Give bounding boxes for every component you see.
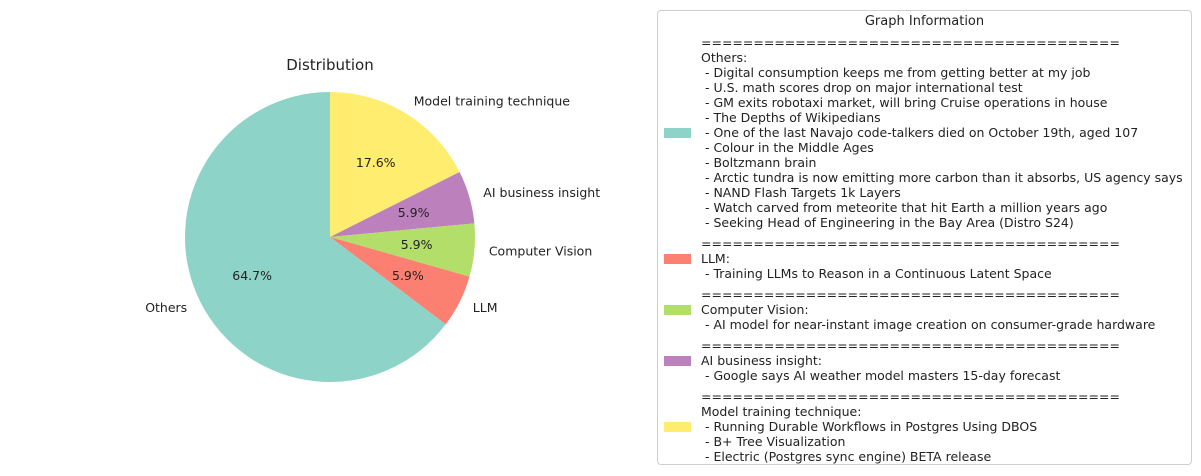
legend-text: ========================================… [701,236,1120,281]
legend-text: ========================================… [701,389,1120,464]
legend-entry: ========================================… [658,236,1191,281]
legend-entry-item: - NAND Flash Targets 1k Layers [701,185,901,200]
legend-entry-item: - Digital consumption keeps me from gett… [701,65,1091,80]
legend-entry: ========================================… [658,389,1191,464]
legend-entry-item: - GM exits robotaxi market, will bring C… [701,95,1108,110]
pie-chart: Distribution 17.6% Model training techniq… [145,56,600,382]
legend: Graph Information ======================… [657,10,1192,465]
legend-separator: ======================================== [701,389,1120,404]
legend-title: Graph Information [864,14,985,29]
pie-percent-label: 5.9% [392,268,424,283]
legend-swatch [664,127,691,138]
legend-entry-header: Model training technique: [701,404,862,419]
legend-swatch [664,355,691,366]
legend-separator: ======================================== [701,236,1120,251]
legend-text: ========================================… [701,35,1183,230]
legend-entry-item: - Google says AI weather model masters 1… [701,368,1061,383]
legend-entry: ========================================… [658,287,1191,332]
pie-percent-label: 5.9% [398,205,430,220]
legend-entry-item: - B+ Tree Visualization [701,434,846,449]
pie-slice-others [185,91,446,382]
legend-entry-header: Others: [701,50,748,65]
legend-entry-item: - U.S. math scores drop on major interna… [701,80,1023,95]
pie-percent-label: 5.9% [401,237,433,252]
legend-swatch [664,253,691,264]
legend-entry: ========================================… [658,35,1191,230]
legend-entry-item: - Electric (Postgres sync engine) BETA r… [701,449,992,464]
pie-category-label: Computer Vision [489,244,592,259]
legend-entry-item: - Arctic tundra is now emitting more car… [701,170,1183,185]
legend-entry-item: - Watch carved from meteorite that hit E… [701,200,1108,215]
pie-slice-computer-vision [330,223,475,277]
pie-category-label: LLM [473,300,498,315]
pie-slice-llm [330,237,470,325]
legend-entry-item: - Seeking Head of Engineering in the Bay… [701,215,1074,230]
legend-text: ========================================… [701,338,1120,383]
legend-entry-item: - The Depths of Wikipedians [701,110,881,125]
chart-title: Distribution [286,56,374,74]
legend-text: ========================================… [701,287,1155,332]
pie-category-label: Model training technique [414,93,571,108]
legend-swatch [664,304,691,315]
legend-entry-header: LLM: [701,251,730,266]
pie-slice-model-training-technique [330,92,460,237]
pie-category-label: AI business insight [483,185,600,200]
legend-entry: ========================================… [658,338,1191,383]
legend-entry-item: - One of the last Navajo code-talkers di… [701,125,1139,140]
legend-entry-item: - AI model for near-instant image creati… [701,317,1156,332]
pie-category-label: Others [145,300,187,315]
legend-separator: ======================================== [701,287,1120,302]
legend-entry-item: - Running Durable Workflows in Postgres … [701,419,1038,434]
pie-percent-label: 64.7% [232,268,272,283]
legend-separator: ======================================== [701,35,1120,50]
legend-swatch [664,421,691,432]
legend-entry-header: Computer Vision: [701,302,809,317]
legend-separator: ======================================== [701,338,1120,353]
legend-entry-item: - Boltzmann brain [701,155,817,170]
legend-entry-header: AI business insight: [701,353,823,368]
legend-entry-item: - Training LLMs to Reason in a Continuou… [701,266,1052,281]
pie-slice-ai-business-insight [330,171,475,237]
pie-percent-label: 17.6% [356,155,396,170]
legend-entry-item: - Colour in the Middle Ages [701,140,874,155]
